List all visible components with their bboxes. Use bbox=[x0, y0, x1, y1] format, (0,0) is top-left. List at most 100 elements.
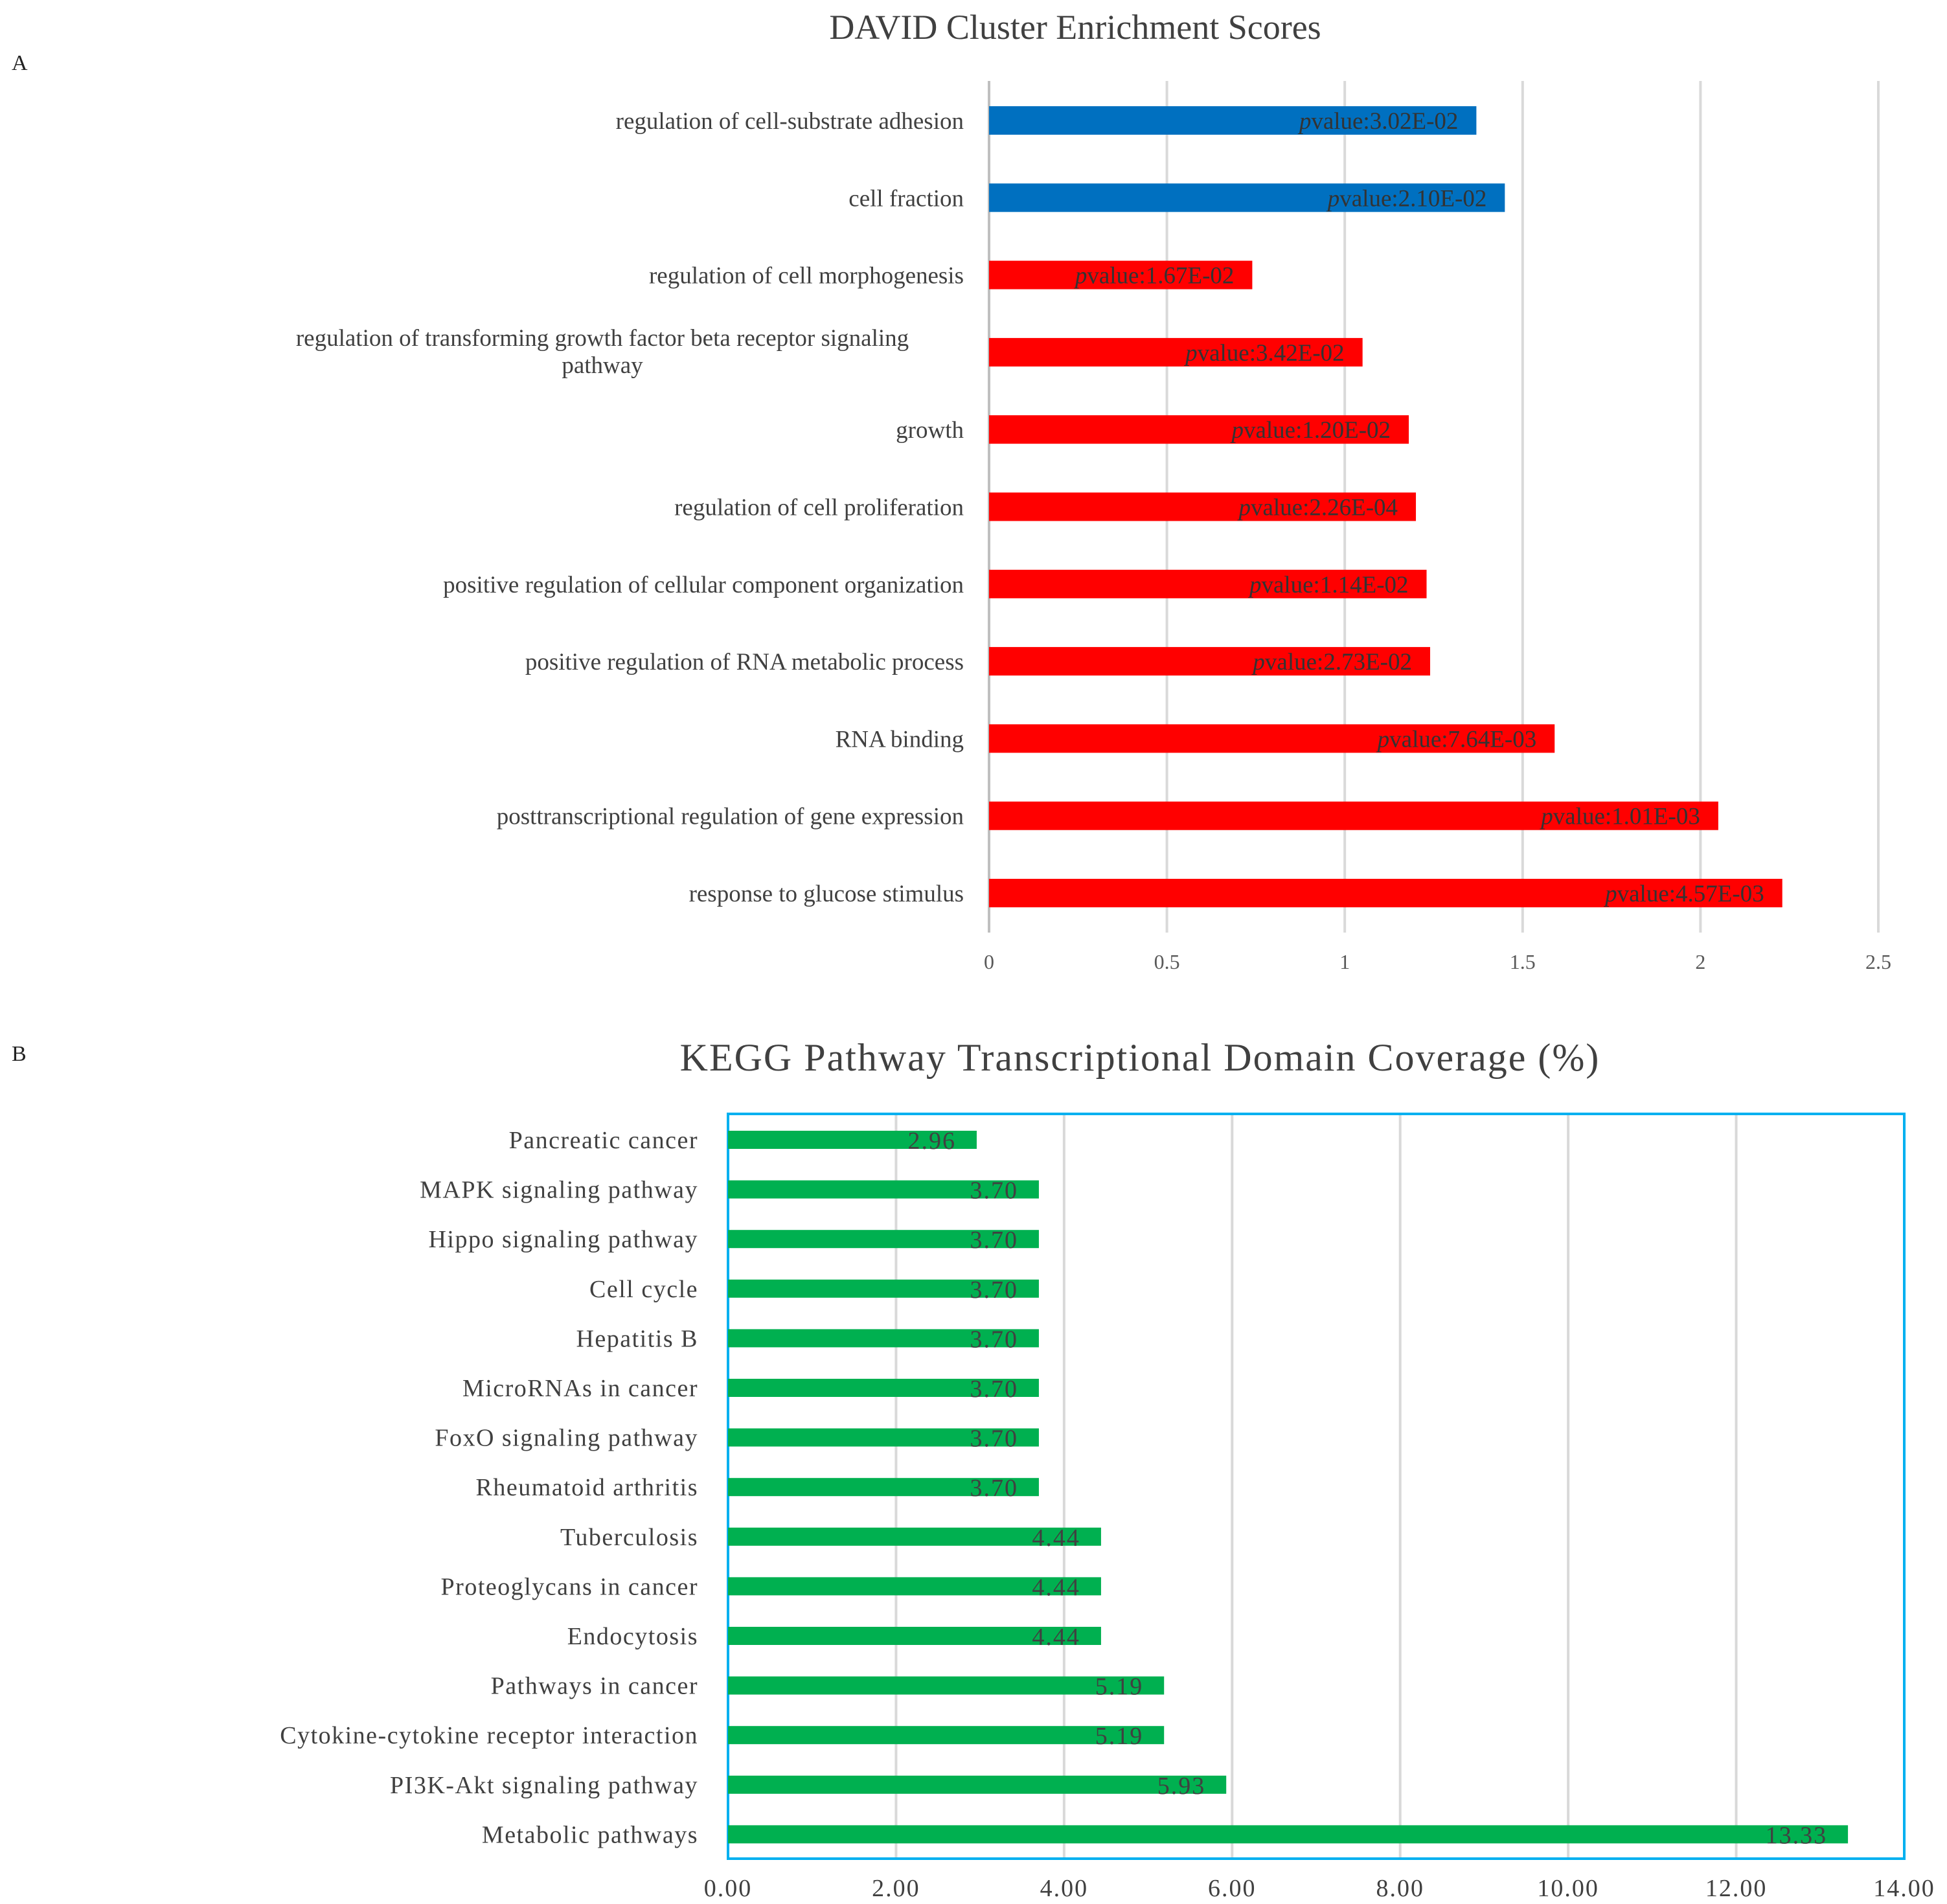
chart-b-category-label: Hippo signaling pathway bbox=[428, 1226, 698, 1253]
chart-b-title: KEGG Pathway Transcriptional Domain Cove… bbox=[680, 1036, 1600, 1079]
chart-b-bars: 2.96 3.70 3.70 3.70 3.70 3.70 3.70 3.70 4.44 4.44… bbox=[728, 1128, 1849, 1849]
chart-a-category-label: positive regulation of cellular componen… bbox=[443, 572, 964, 598]
chart-b-data-label: 3.70 bbox=[970, 1276, 1018, 1304]
chart-a-category-labels: regulation of cell-substrate adhesion cel… bbox=[296, 108, 964, 907]
chart-a-data-label: pvalue:1.67E-02 bbox=[1073, 263, 1235, 289]
panel-label-b: B bbox=[12, 1042, 27, 1066]
chart-a-bar bbox=[989, 569, 1427, 598]
chart-b-bar bbox=[728, 1230, 1039, 1249]
chart-b-x-tick-labels: 0.00 2.00 4.00 6.00 8.00 10.00 12.00 14.00 bbox=[704, 1875, 1935, 1902]
chart-a-bar bbox=[989, 106, 1477, 135]
chart-b-data-label: 4.44 bbox=[1032, 1524, 1080, 1552]
chart-a-data-label: pvalue:1.01E-03 bbox=[1539, 804, 1700, 830]
chart-a-bar bbox=[989, 647, 1431, 676]
chart-b-category-label: Endocytosis bbox=[567, 1623, 698, 1650]
chart-a-data-label: pvalue:3.02E-02 bbox=[1297, 108, 1459, 135]
chart-a-category-label: regulation of cell-substrate adhesion bbox=[616, 108, 964, 135]
chart-a-category-label: posttranscriptional regulation of gene e… bbox=[497, 804, 964, 830]
chart-b-bar bbox=[728, 1329, 1039, 1348]
chart-a-data-label: pvalue:2.26E-04 bbox=[1236, 495, 1398, 521]
chart-a-bar bbox=[989, 879, 1782, 907]
chart-b-data-label: 2.96 bbox=[907, 1128, 956, 1155]
chart-a-category-label: RNA binding bbox=[836, 726, 964, 753]
chart-b-category-label: Hepatitis B bbox=[576, 1325, 698, 1352]
chart-b: KEGG Pathway Transcriptional Domain Cove… bbox=[280, 1036, 1935, 1902]
chart-b-category-label: Proteoglycans in cancer bbox=[441, 1573, 698, 1600]
chart-b-bar bbox=[728, 1676, 1165, 1695]
chart-a-x-tick-label: 1.5 bbox=[1510, 950, 1536, 973]
chart-b-bar bbox=[728, 1825, 1849, 1844]
chart-b-category-label: Tuberculosis bbox=[560, 1524, 698, 1551]
chart-b-category-label: Rheumatoid arthritis bbox=[476, 1474, 698, 1501]
chart-a-bar bbox=[989, 260, 1253, 289]
chart-a-bar bbox=[989, 415, 1409, 444]
chart-b-data-label: 13.33 bbox=[1766, 1822, 1828, 1849]
chart-b-bar bbox=[728, 1428, 1039, 1447]
chart-a-category-label: response to glucose stimulus bbox=[689, 881, 964, 907]
chart-a-category-label: cell fraction bbox=[848, 185, 964, 212]
chart-b-data-label: 3.70 bbox=[970, 1227, 1018, 1254]
chart-b-data-label: 3.70 bbox=[970, 1425, 1018, 1453]
chart-a-bars: pvalue:3.02E-02 pvalue:2.10E-02 pvalue:1.6… bbox=[989, 106, 1782, 907]
chart-b-bar bbox=[728, 1627, 1101, 1645]
chart-a-bar bbox=[989, 724, 1555, 753]
chart-b-bar bbox=[728, 1131, 977, 1149]
chart-a-bar bbox=[989, 492, 1417, 521]
chart-b-data-label: 3.70 bbox=[970, 1177, 1018, 1205]
chart-b-x-tick-label: 2.00 bbox=[872, 1875, 920, 1902]
chart-b-bar bbox=[728, 1527, 1101, 1546]
chart-a-x-tick-label: 2.5 bbox=[1865, 950, 1891, 973]
chart-b-x-tick-label: 6.00 bbox=[1208, 1875, 1257, 1902]
chart-b-x-tick-label: 12.00 bbox=[1705, 1875, 1768, 1902]
chart-b-x-tick-label: 0.00 bbox=[704, 1875, 753, 1902]
chart-a-category-label: regulation of cell proliferation bbox=[674, 495, 964, 521]
chart-a-x-tick-label: 2 bbox=[1695, 950, 1705, 973]
chart-a-x-tick-labels: 0 0.5 1 1.5 2 2.5 bbox=[984, 950, 1891, 973]
chart-b-category-label: Pathways in cancer bbox=[491, 1673, 698, 1700]
chart-b-data-label: 3.70 bbox=[970, 1475, 1018, 1502]
chart-b-data-label: 5.19 bbox=[1095, 1723, 1144, 1750]
chart-a-x-tick-label: 0.5 bbox=[1154, 950, 1180, 973]
chart-b-data-label: 3.70 bbox=[970, 1376, 1018, 1403]
panel-label-a: A bbox=[12, 51, 28, 75]
chart-a-bar bbox=[989, 337, 1363, 367]
chart-b-category-label: Cell cycle bbox=[589, 1276, 698, 1303]
chart-b-category-label: Pancreatic cancer bbox=[509, 1127, 698, 1154]
chart-a-data-label: pvalue:3.42E-02 bbox=[1183, 340, 1345, 367]
chart-a-bar bbox=[989, 183, 1505, 212]
chart-b-data-label: 5.93 bbox=[1157, 1773, 1206, 1800]
chart-b-data-label: 4.44 bbox=[1032, 1574, 1080, 1601]
chart-b-category-label: Cytokine-cytokine receptor interaction bbox=[280, 1722, 698, 1749]
chart-b-bar bbox=[728, 1775, 1227, 1794]
chart-a-bar bbox=[989, 801, 1718, 830]
chart-a-x-tick-label: 1 bbox=[1339, 950, 1350, 973]
chart-b-x-tick-label: 10.00 bbox=[1537, 1875, 1599, 1902]
chart-b-bar bbox=[728, 1379, 1039, 1397]
chart-a-x-tick-label: 0 bbox=[984, 950, 994, 973]
chart-a-data-label: pvalue:2.10E-02 bbox=[1326, 185, 1487, 212]
chart-a-category-label: growth bbox=[896, 417, 964, 444]
chart-b-x-tick-label: 4.00 bbox=[1040, 1875, 1089, 1902]
chart-b-category-label: MicroRNAs in cancer bbox=[462, 1375, 698, 1402]
chart-a-data-label: pvalue:7.64E-03 bbox=[1376, 726, 1537, 753]
chart-b-bar bbox=[728, 1726, 1165, 1745]
chart-a-data-label: pvalue:4.57E-03 bbox=[1603, 881, 1764, 907]
chart-b-data-label: 4.44 bbox=[1032, 1624, 1080, 1651]
chart-b-x-tick-label: 8.00 bbox=[1376, 1875, 1424, 1902]
chart-b-bar bbox=[728, 1180, 1039, 1199]
chart-b-data-label: 3.70 bbox=[970, 1326, 1018, 1353]
chart-b-bar bbox=[728, 1279, 1039, 1298]
chart-a-title: DAVID Cluster Enrichment Scores bbox=[829, 8, 1321, 47]
chart-b-category-label: PI3K-Akt signaling pathway bbox=[390, 1772, 698, 1799]
chart-a-data-label: pvalue:2.73E-02 bbox=[1251, 649, 1412, 675]
chart-b-category-label: MAPK signaling pathway bbox=[420, 1177, 698, 1204]
chart-b-x-tick-label: 14.00 bbox=[1873, 1875, 1935, 1902]
chart-b-category-label: FoxO signaling pathway bbox=[435, 1425, 698, 1452]
chart-a-data-label: pvalue:1.20E-02 bbox=[1229, 417, 1391, 444]
chart-a-data-label: pvalue:1.14E-02 bbox=[1247, 572, 1409, 598]
chart-b-bar bbox=[728, 1478, 1039, 1497]
chart-b-category-labels: Pancreatic cancer MAPK signaling pathway H… bbox=[280, 1127, 698, 1848]
chart-b-bar bbox=[728, 1577, 1101, 1596]
chart-a-category-label: regulation of cell morphogenesis bbox=[649, 263, 964, 289]
